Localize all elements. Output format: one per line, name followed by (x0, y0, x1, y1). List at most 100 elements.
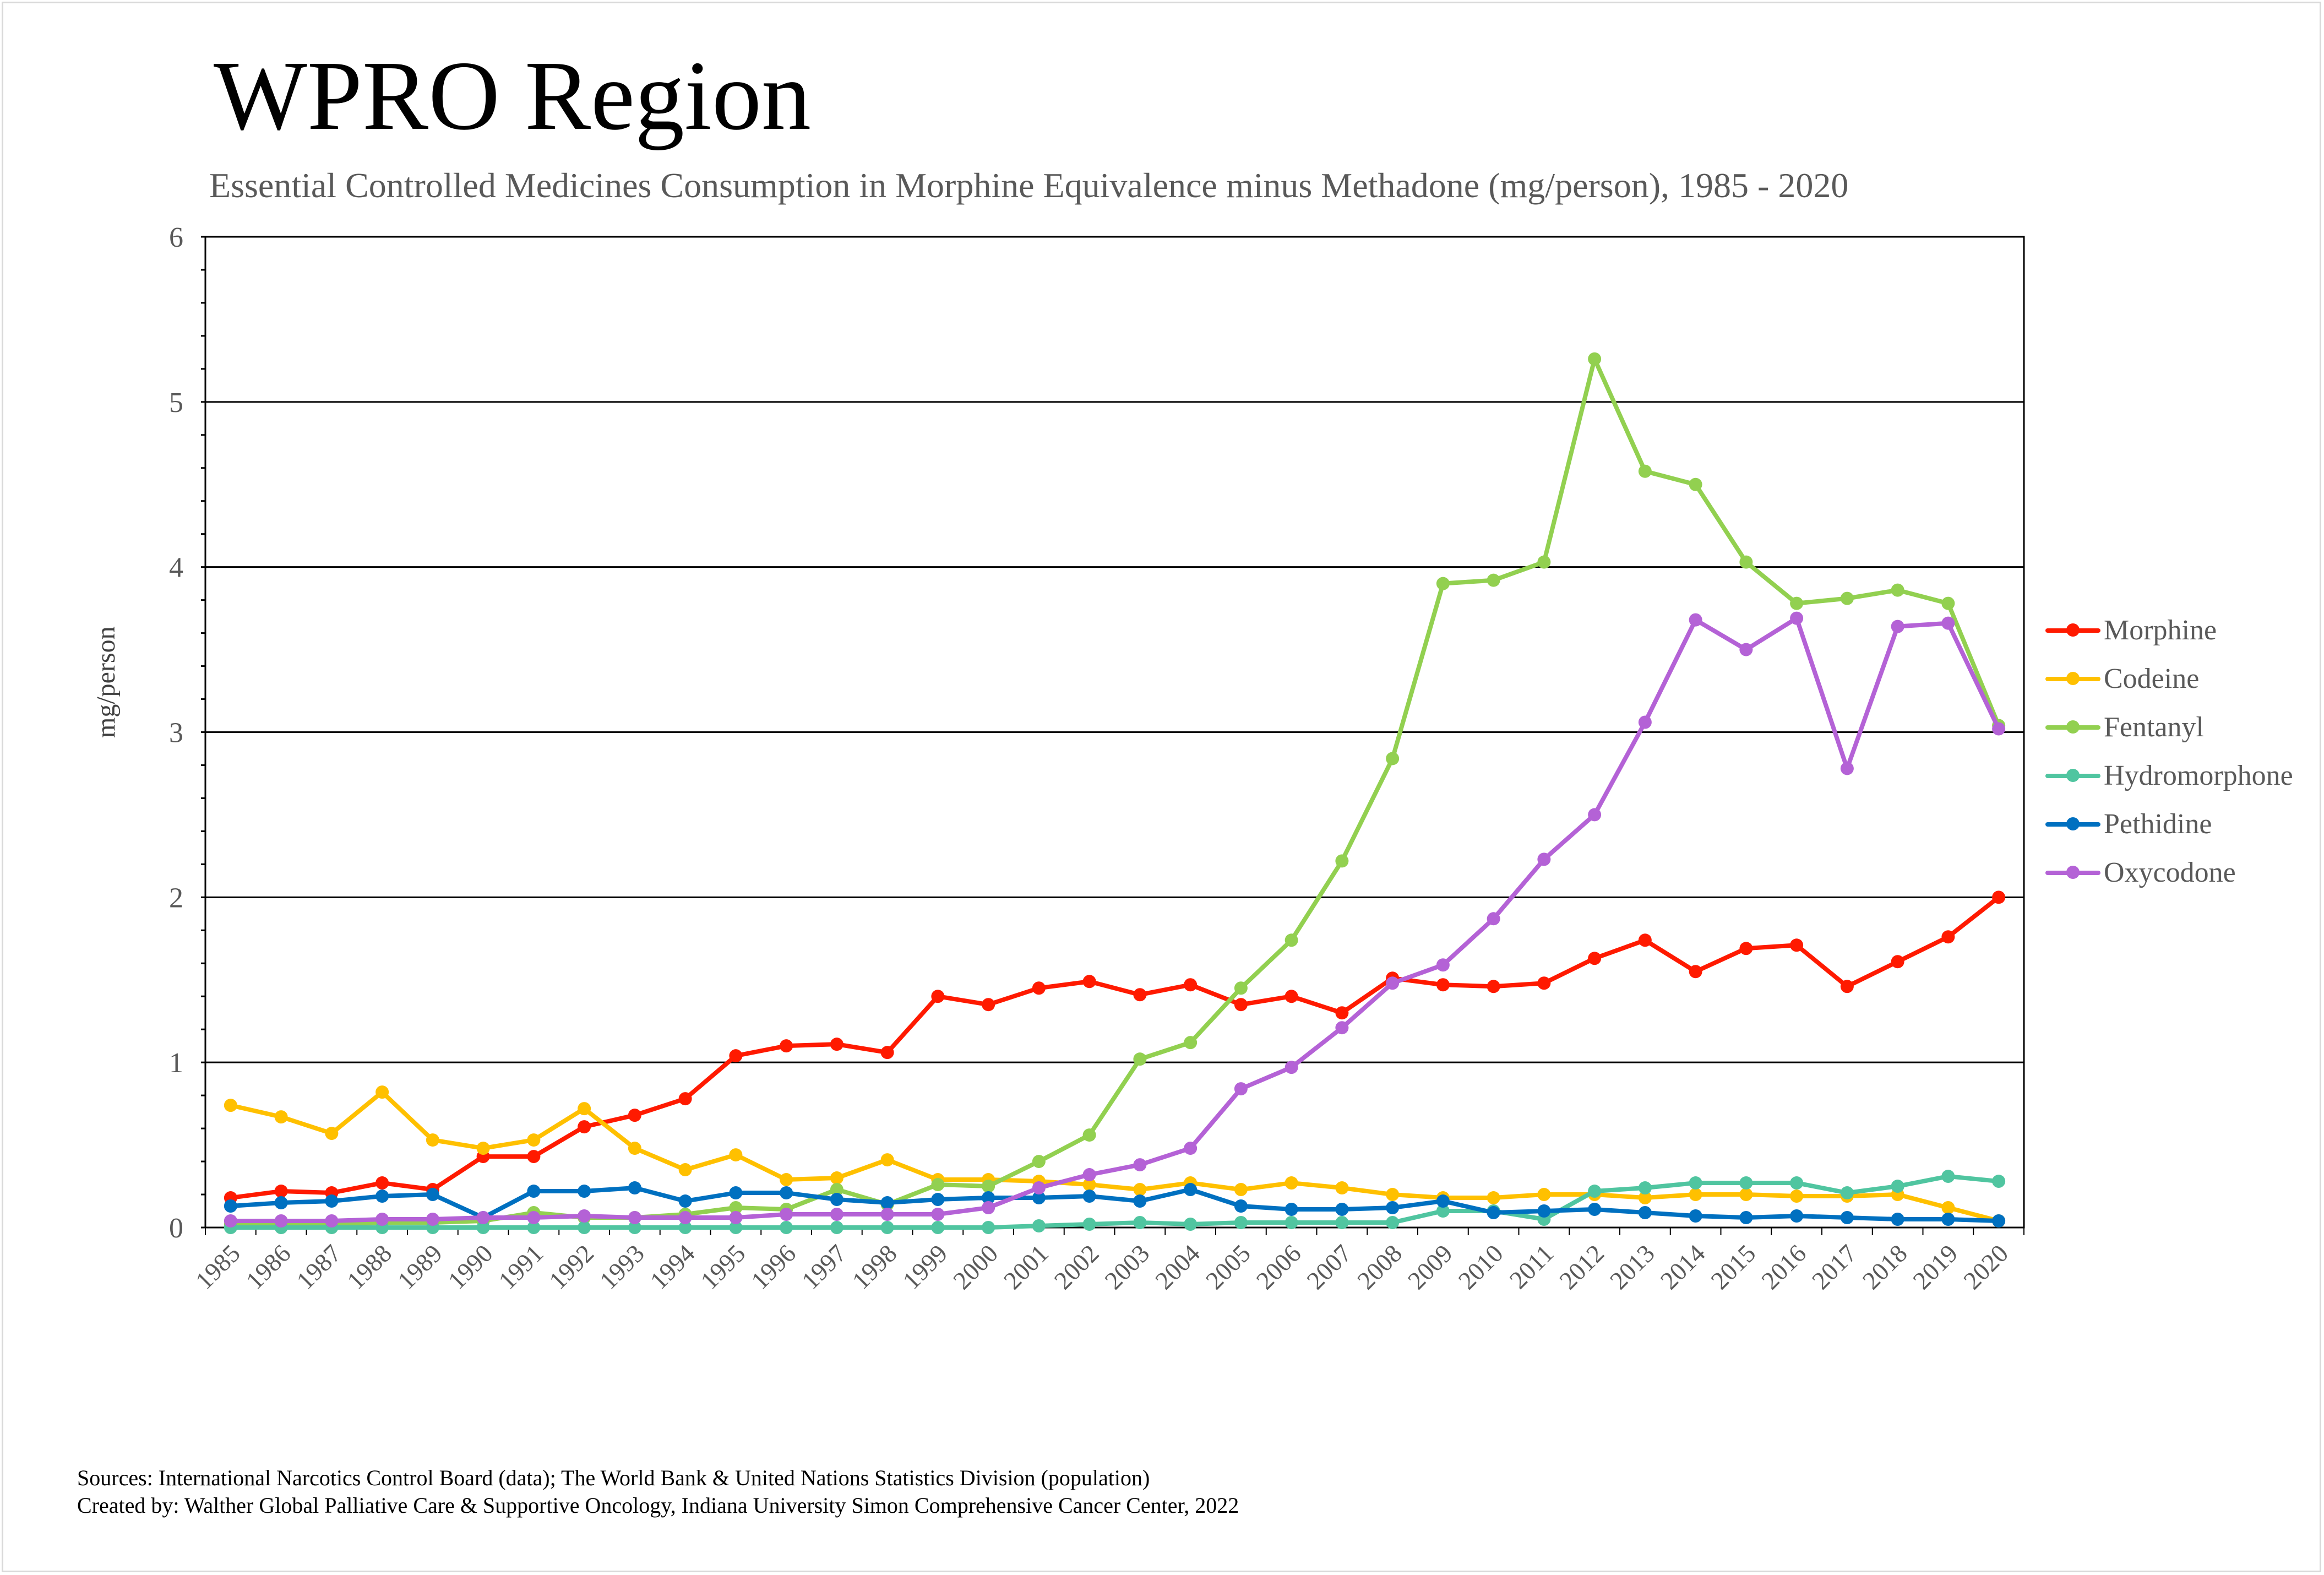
data-point (476, 1211, 490, 1225)
data-point (325, 1194, 339, 1208)
x-tick-label: 2011 (1504, 1239, 1559, 1294)
data-point (1790, 611, 1804, 625)
data-point (1840, 762, 1854, 775)
data-point (1790, 938, 1804, 952)
data-point (1133, 1183, 1147, 1197)
data-point (1335, 1216, 1349, 1230)
x-tick-label: 2013 (1604, 1239, 1660, 1295)
data-point (1537, 1188, 1551, 1202)
data-point (880, 1153, 894, 1167)
data-point (527, 1133, 541, 1147)
data-point (1638, 464, 1652, 478)
data-point (1487, 573, 1500, 587)
data-point (830, 1171, 843, 1185)
data-point (1234, 981, 1248, 995)
y-tick-label: 2 (169, 882, 183, 914)
data-point (1234, 1216, 1248, 1230)
data-point (1032, 1181, 1046, 1195)
x-tick-label: 2005 (1200, 1239, 1256, 1295)
footer-sources: Sources: International Narcotics Control… (77, 1465, 1150, 1490)
chart-subtitle: Essential Controlled Medicines Consumpti… (209, 166, 1849, 205)
series-lines (224, 352, 2006, 1234)
x-tick-label: 2014 (1655, 1239, 1711, 1295)
x-tick-label: 2004 (1150, 1239, 1205, 1295)
data-point (1891, 955, 1904, 969)
data-point (628, 1211, 641, 1225)
data-point (1790, 596, 1804, 610)
data-point (1184, 1218, 1198, 1231)
data-point (1335, 1021, 1349, 1035)
data-point (1689, 965, 1702, 979)
x-tick-label: 2003 (1099, 1239, 1155, 1295)
data-point (1184, 1036, 1198, 1050)
x-tick-label: 2019 (1907, 1239, 1963, 1295)
data-point (1992, 1214, 2006, 1228)
series-line (228, 895, 2001, 1201)
x-tick-label: 2002 (1049, 1239, 1104, 1295)
data-point (729, 1049, 743, 1063)
data-point (678, 1194, 692, 1208)
data-point (224, 1199, 237, 1213)
data-point (1941, 1201, 1955, 1215)
data-point (1638, 1181, 1652, 1195)
data-point (1184, 1183, 1198, 1197)
data-point (1234, 1183, 1248, 1197)
data-point (1436, 958, 1450, 972)
data-point (1436, 1194, 1450, 1208)
data-point (880, 1208, 894, 1221)
legend: Morphine Codeine Fentanyl Hydromorphone Peth… (2045, 606, 2293, 897)
legend-marker-icon (2045, 866, 2100, 879)
data-point (1285, 1203, 1298, 1216)
data-point (578, 1120, 591, 1134)
data-point (830, 1038, 843, 1051)
x-tick-label: 2008 (1352, 1239, 1407, 1295)
data-point (578, 1185, 591, 1198)
legend-item-morphine: Morphine (2045, 606, 2293, 654)
data-point (1588, 1203, 1602, 1216)
data-point (780, 1173, 793, 1187)
data-point (1285, 933, 1298, 947)
data-point (1638, 715, 1652, 729)
data-point (1335, 1006, 1349, 1020)
y-tick-label: 0 (169, 1213, 183, 1244)
data-point (1335, 854, 1349, 868)
series-pethidine (224, 1181, 2006, 1228)
data-point (931, 1178, 945, 1192)
x-tick-label: 1999 (897, 1239, 953, 1295)
data-point (931, 1221, 945, 1234)
data-point (1285, 1176, 1298, 1190)
data-point (578, 1221, 591, 1234)
data-point (1436, 577, 1450, 590)
data-point (1032, 1219, 1046, 1233)
y-tick-label: 3 (169, 718, 183, 749)
legend-item-pethidine: Pethidine (2045, 800, 2293, 848)
data-point (1941, 930, 1955, 944)
x-tick-label: 2012 (1554, 1239, 1609, 1295)
legend-item-codeine: Codeine (2045, 654, 2293, 703)
data-point (1285, 1061, 1298, 1074)
data-point (426, 1213, 439, 1226)
data-point (1891, 1180, 1904, 1193)
data-point (1941, 1170, 1955, 1183)
data-point (1739, 942, 1753, 955)
x-tick-label: 2009 (1402, 1239, 1458, 1295)
series-line (228, 1174, 2001, 1230)
data-point (1133, 1052, 1147, 1066)
series-hydromorphone (224, 1170, 2006, 1234)
y-tick-label: 5 (169, 387, 183, 419)
chart-title: WPRO Region (214, 41, 812, 150)
legend-item-fentanyl: Fentanyl (2045, 703, 2293, 751)
data-point (931, 1193, 945, 1207)
data-point (1082, 1168, 1096, 1182)
legend-marker-icon (2045, 769, 2100, 782)
legend-label: Morphine (2104, 614, 2217, 646)
legend-marker-icon (2045, 672, 2100, 685)
x-tick-label: 2006 (1251, 1239, 1307, 1295)
data-point (678, 1221, 692, 1234)
data-point (1537, 852, 1551, 866)
data-point (224, 1214, 237, 1228)
data-point (1386, 752, 1400, 765)
data-point (1335, 1203, 1349, 1216)
data-point (1840, 591, 1854, 605)
x-tick-label: 1988 (341, 1239, 397, 1295)
